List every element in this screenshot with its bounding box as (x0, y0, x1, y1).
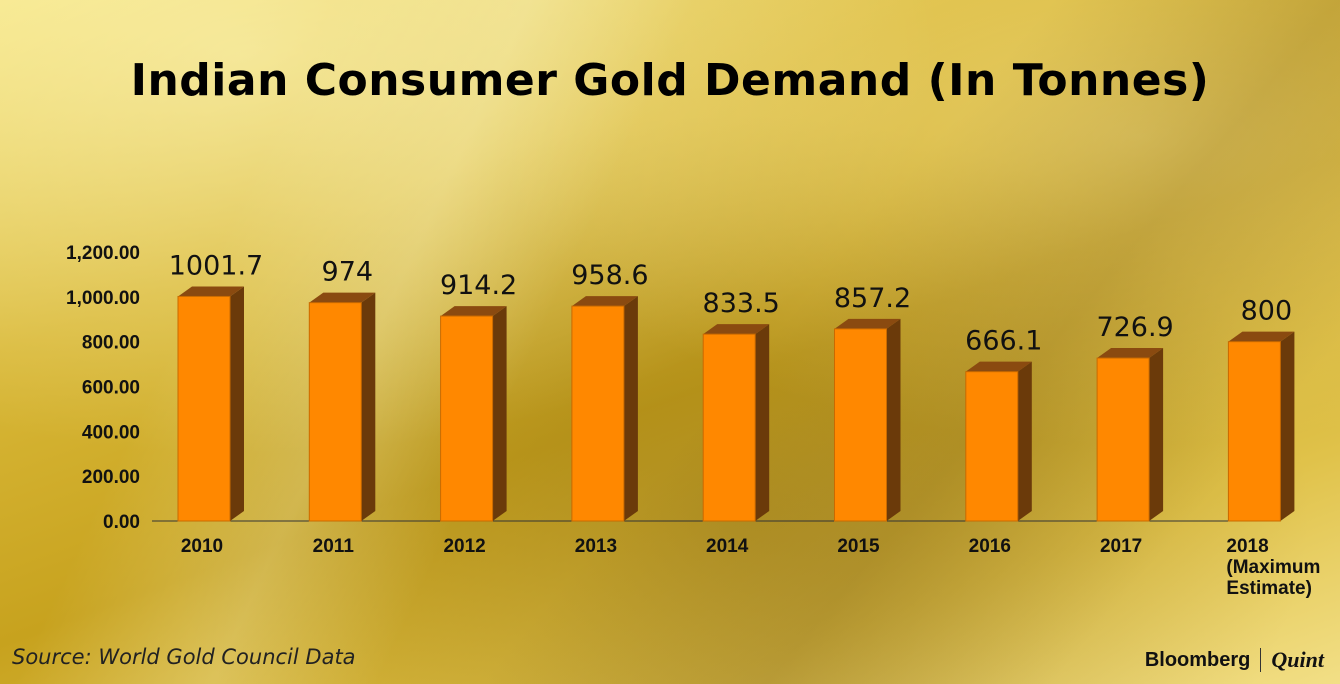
data-label: 958.6 (571, 260, 648, 291)
chart-title: Indian Consumer Gold Demand (In Tonnes) (130, 55, 1210, 106)
bar-front (834, 328, 887, 522)
bar-front (177, 295, 231, 522)
x-axis: 2010 2011 2012 2013 2014 2015 2016 2017 2018 (Max… (181, 536, 1321, 599)
x-tick-label: 2013 (575, 536, 617, 557)
x-tick-label: 2015 (837, 536, 880, 557)
source-note: Source: World Gold Council Data (12, 645, 356, 669)
bar-top (1097, 348, 1164, 359)
bar-side (361, 292, 376, 521)
bar-side (230, 286, 244, 521)
bar-front (1227, 341, 1281, 522)
data-label: 833.5 (703, 288, 780, 319)
x-tick-label: 2011 (313, 536, 355, 557)
y-tick-label: 200.00 (82, 467, 140, 488)
x-tick-label: 2010 (181, 536, 223, 557)
bar-side (623, 296, 638, 521)
x-tick-label: 2017 (1100, 536, 1142, 557)
brand-name: Bloomberg (1144, 648, 1251, 671)
y-tick-label: 400.00 (82, 422, 140, 443)
bar-side (492, 306, 507, 521)
bar-front (965, 371, 1019, 522)
bar-side (1017, 361, 1032, 521)
bar (308, 292, 376, 522)
bar (177, 286, 244, 522)
data-label: 914.2 (440, 270, 517, 301)
bar-top (309, 292, 376, 303)
bar-front (702, 333, 756, 522)
brand-divider (1260, 648, 1262, 672)
bar (1227, 331, 1295, 522)
brand-logo: Bloomberg Quint (1145, 647, 1324, 673)
bar-front (308, 302, 362, 522)
data-label: 974 (322, 257, 374, 288)
data-label: 800 (1241, 296, 1293, 327)
bar-top (1228, 331, 1295, 342)
y-tick-label: 600.00 (82, 378, 140, 399)
y-axis: 0.00 200.00 400.00 600.00 800.00 1,000.00 1,20… (66, 243, 1250, 533)
bar-front (1096, 357, 1150, 522)
brand-partner: Quint (1271, 647, 1324, 672)
bar-front (571, 305, 625, 522)
bar-top (571, 296, 638, 307)
bar-side (755, 324, 770, 521)
x-tick-label: 2018 (Maximum Estimate) (1226, 536, 1320, 599)
x-tick-label: 2012 (443, 536, 485, 557)
bar-side (1149, 348, 1164, 521)
data-label: 666.1 (965, 326, 1042, 357)
bar-top (178, 286, 244, 297)
bar (965, 361, 1032, 522)
y-tick-label: 1,000.00 (66, 288, 140, 309)
data-label: 857.2 (834, 283, 911, 314)
y-tick-label: 0.00 (103, 512, 140, 533)
bar (834, 318, 901, 522)
bar-front (440, 315, 494, 522)
bars: 1001.7 974 914.2 958.6 833.5 857.2 666.1 726.9 8… (169, 250, 1295, 522)
x-tick-label: 2014 (706, 536, 749, 557)
x-tick-label: 2016 (969, 536, 1011, 557)
bar (1096, 348, 1164, 522)
bar-side (886, 318, 901, 521)
bar-top (440, 306, 507, 317)
bar (571, 296, 638, 522)
bar-top (834, 318, 901, 329)
bar-side (1280, 331, 1295, 521)
bar (702, 324, 770, 522)
data-label: 1001.7 (169, 250, 263, 281)
y-tick-label: 800.00 (82, 333, 140, 354)
bar (440, 306, 507, 522)
bar-top (965, 361, 1032, 372)
data-label: 726.9 (1096, 312, 1173, 343)
bar-top (703, 324, 770, 335)
y-tick-label: 1,200.00 (66, 243, 140, 264)
